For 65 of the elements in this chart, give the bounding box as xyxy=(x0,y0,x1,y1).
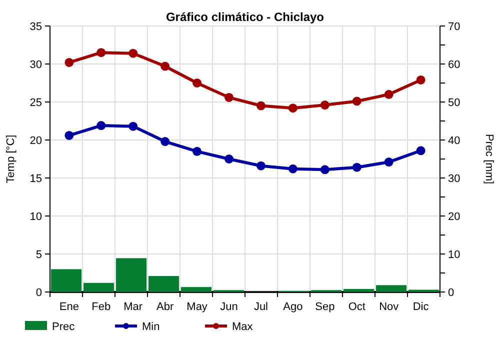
x-tick-label: May xyxy=(186,301,208,313)
x-tick-label: Oct xyxy=(348,301,366,313)
point xyxy=(384,90,394,99)
bar xyxy=(116,258,146,292)
point xyxy=(128,48,138,58)
y2-tick-label: 40 xyxy=(448,135,460,147)
y-tick-label: 25 xyxy=(30,97,42,109)
point xyxy=(416,75,426,84)
point xyxy=(288,104,298,113)
x-tick-label: Sep xyxy=(315,301,335,313)
point xyxy=(224,92,234,102)
point xyxy=(160,137,170,146)
y-tick-label: 35 xyxy=(30,21,42,33)
y2-tick-label: 10 xyxy=(448,249,460,261)
legend-label: Min xyxy=(142,321,160,333)
point xyxy=(96,121,106,130)
point xyxy=(416,146,426,156)
point xyxy=(256,161,266,170)
point xyxy=(64,58,74,67)
point xyxy=(352,162,362,172)
point xyxy=(192,78,202,88)
x-tick-label: Jul xyxy=(254,301,268,313)
x-tick-label: Feb xyxy=(92,301,111,313)
y-axis-title: Temp [°C] xyxy=(5,134,17,184)
bar xyxy=(51,269,82,292)
point xyxy=(384,158,394,167)
bar xyxy=(344,288,374,292)
y-tick-label: 0 xyxy=(36,287,42,299)
bar xyxy=(148,276,179,292)
point xyxy=(320,100,330,110)
y-tick-label: 10 xyxy=(30,211,42,223)
x-tick-label: Jun xyxy=(220,301,238,313)
x-tick-label: Mar xyxy=(124,301,143,313)
point xyxy=(256,101,266,110)
legend-label: Prec xyxy=(52,321,76,333)
x-tick-label: Ene xyxy=(59,301,79,313)
y-tick-label: 20 xyxy=(30,135,42,147)
point xyxy=(128,122,138,131)
point xyxy=(288,164,298,174)
y2-tick-label: 50 xyxy=(448,97,460,109)
point xyxy=(224,154,234,164)
point xyxy=(160,62,170,71)
point xyxy=(96,48,106,58)
point xyxy=(320,165,330,174)
y2-axis-title: Prec [mm] xyxy=(483,134,495,184)
y2-tick-label: 30 xyxy=(448,173,460,185)
bar xyxy=(84,282,114,292)
y2-tick-label: 70 xyxy=(448,21,460,33)
y2-tick-label: 20 xyxy=(448,211,460,223)
chart-title: Gráfico climático - Chiclayo xyxy=(166,10,324,24)
legend-label: Max xyxy=(232,321,254,333)
point xyxy=(192,146,202,156)
y-tick-label: 30 xyxy=(30,59,42,71)
x-tick-label: Nov xyxy=(379,301,400,313)
x-tick-label: Dic xyxy=(412,301,430,313)
y2-tick-label: 0 xyxy=(448,287,454,299)
bar xyxy=(376,285,406,292)
point xyxy=(352,96,362,106)
x-tick-label: Ago xyxy=(283,301,303,313)
y-tick-label: 15 xyxy=(30,173,42,185)
y-tick-label: 5 xyxy=(36,249,42,261)
point xyxy=(64,130,74,140)
y2-tick-label: 60 xyxy=(448,59,460,71)
bar xyxy=(181,287,212,292)
x-tick-label: Abr xyxy=(156,301,174,313)
